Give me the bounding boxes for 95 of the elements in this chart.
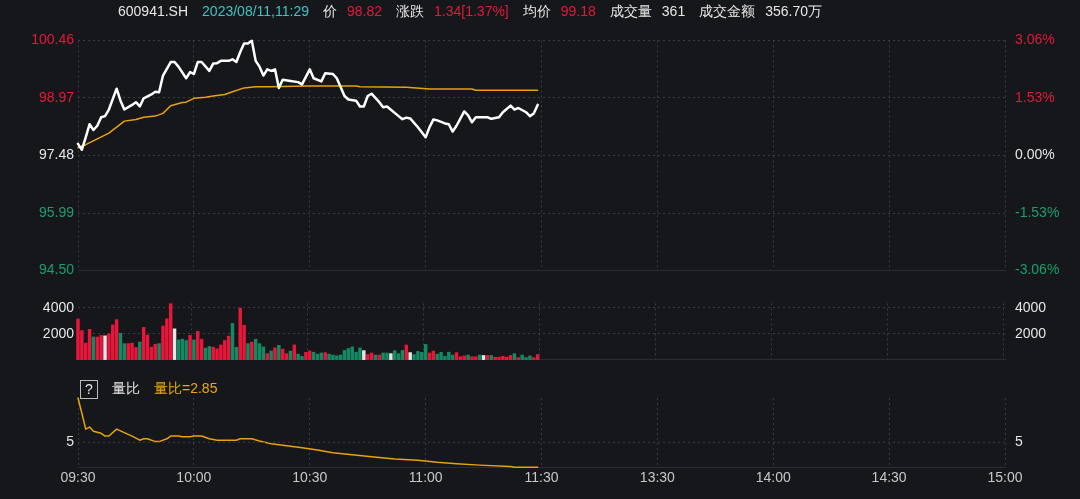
x-tick-label: 13:30	[639, 469, 676, 486]
bar	[497, 356, 501, 360]
x-tick-label: 15:00	[987, 469, 1023, 486]
bar	[408, 352, 412, 360]
bar	[458, 356, 463, 360]
bar	[535, 354, 540, 360]
bar	[362, 350, 366, 360]
bar	[520, 354, 524, 360]
help-icon: ?	[80, 380, 98, 399]
text: 2023/08/11,11:29	[202, 3, 309, 19]
y2-tick-label: 4000	[1015, 298, 1047, 315]
bar	[188, 335, 192, 360]
bar	[516, 357, 521, 360]
y2-tick-label: 1.53%	[1015, 88, 1055, 105]
y-tick-label: 98.97	[38, 88, 75, 105]
bar	[103, 335, 107, 360]
bar	[184, 340, 188, 360]
y2-tick-label: -3.06%	[1015, 261, 1060, 278]
bar	[296, 353, 300, 360]
bar	[277, 344, 281, 360]
bar	[512, 353, 517, 360]
bar	[134, 347, 138, 360]
bar	[126, 343, 130, 360]
bar	[265, 353, 269, 360]
bar	[393, 350, 397, 360]
y-tick-label: 97.48	[38, 146, 75, 163]
bar	[223, 340, 227, 360]
bar	[273, 347, 277, 360]
y-tick-label: 95.99	[38, 203, 75, 220]
bar	[300, 356, 304, 360]
bar	[412, 354, 416, 360]
y-tick-label: 94.50	[38, 261, 75, 278]
y2-tick-label: 0.00%	[1015, 146, 1055, 163]
text: 5	[1015, 433, 1023, 450]
bar	[358, 347, 362, 360]
x-tick-label: 10:30	[292, 469, 328, 486]
y-tick-label: 4000	[42, 298, 75, 315]
text: 均价 99.18	[522, 3, 596, 19]
x-tick-label: 14:00	[755, 469, 791, 486]
bar	[269, 350, 273, 360]
x-tick-label: 11:00	[408, 469, 443, 486]
y2-tick-label: 3.06%	[1015, 31, 1055, 48]
bar	[157, 343, 161, 360]
bar	[381, 352, 385, 360]
text: 价 98.82	[322, 3, 383, 19]
bar	[528, 355, 532, 360]
bar	[532, 357, 536, 360]
chart-title: 量比	[112, 380, 140, 397]
bar	[323, 352, 327, 360]
bar	[331, 354, 335, 360]
bar	[215, 348, 219, 360]
bar	[435, 353, 439, 360]
bar	[474, 356, 478, 360]
bar	[447, 351, 451, 360]
text: 成交金额 356.70万	[699, 3, 822, 19]
bar	[138, 341, 142, 360]
bar	[99, 335, 103, 360]
x-tick-label: 11:30	[524, 469, 559, 486]
bar	[396, 353, 401, 360]
y-tick-label: 2000	[42, 324, 75, 341]
bar	[246, 343, 250, 360]
bar	[304, 352, 308, 360]
bar	[327, 353, 331, 360]
text: 成交量 361	[609, 3, 686, 19]
bar	[192, 339, 196, 360]
bar	[365, 354, 370, 360]
bar	[284, 353, 289, 360]
bar	[76, 318, 80, 360]
bar	[416, 351, 420, 360]
x-tick-label: 14:30	[871, 469, 907, 486]
x-tick-label: 09:30	[60, 469, 96, 486]
bar	[335, 355, 339, 360]
text: 涨跌 1.34[1.37%]	[396, 3, 509, 19]
text: 量比=2.85	[154, 380, 218, 397]
bar	[389, 353, 393, 360]
bar	[443, 356, 447, 360]
bar	[219, 344, 223, 360]
bar	[211, 346, 215, 360]
bar	[238, 307, 242, 360]
bar	[250, 341, 254, 360]
bar	[470, 356, 474, 360]
y-tick-label: 100.46	[31, 31, 75, 48]
bar	[466, 354, 470, 360]
x-tick-label: 10:00	[176, 469, 212, 486]
bar	[439, 352, 443, 360]
bar	[130, 342, 134, 360]
bar	[385, 352, 389, 360]
chart-title: 600941.SH	[118, 3, 189, 19]
bar	[493, 356, 497, 360]
bar	[354, 351, 358, 360]
text: 5	[66, 433, 75, 450]
bar	[501, 356, 505, 360]
y2-tick-label: 2000	[1015, 324, 1047, 341]
bar	[524, 357, 528, 360]
y2-tick-label: -1.53%	[1015, 203, 1060, 220]
